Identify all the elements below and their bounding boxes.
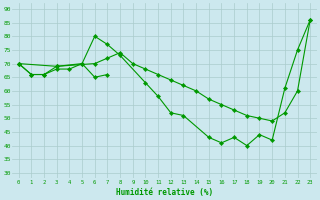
X-axis label: Humidité relative (%): Humidité relative (%) [116,188,213,197]
